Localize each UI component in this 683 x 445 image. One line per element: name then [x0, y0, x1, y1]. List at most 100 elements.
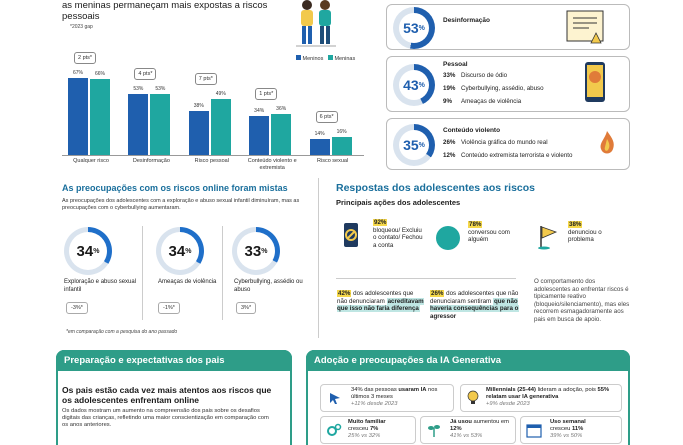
ai-stat-text: Millennials (25-44) lideram a adoção, po… [486, 387, 610, 407]
violent-title: Conteúdo violento [443, 127, 501, 134]
parents-body: Os dados mostram um aumento na compreens… [62, 408, 269, 428]
parents-lead: Os pais estão cada vez mais atentos aos … [62, 385, 272, 405]
concern-pct: 34 [168, 242, 186, 260]
ai-stat-text: Já usou aumentou em 12% 41% vs 53% [450, 419, 509, 439]
concern-ring: 34% [64, 227, 112, 275]
gap-badge: 1 pts* [255, 87, 278, 100]
section-divider [318, 178, 319, 338]
ai-stat-text: Muito familiar cresceu 7% 25% vs 32% [348, 419, 386, 439]
ai-stat-box [520, 416, 622, 444]
ai-stat-text: 34% das pessoas usaram IA nos últimos 3 … [351, 387, 438, 407]
concern-ring: 33% [232, 227, 280, 275]
legend-label-girls: Meninas [334, 56, 356, 62]
stat-no-consequence: 26% dos adolescentes que não denunciaram… [430, 290, 520, 320]
gap-badge: 6 pts* [315, 110, 338, 123]
disinfo-title: Desinformação [443, 17, 490, 24]
category-label: Desinformação [132, 158, 170, 164]
personal-row: 33% Discurso de ódio [443, 72, 508, 79]
category-label: Conteúdo violento e extremista [247, 158, 297, 171]
concern-label: Cyberbullying, assédio ou abuso [234, 279, 303, 293]
legend-swatch-girls [327, 55, 333, 60]
bars-note: *2023 gap [70, 24, 93, 30]
bar-boys [309, 138, 330, 155]
ai-stat-box [320, 384, 454, 412]
plant-icon [426, 422, 440, 437]
bar-girls [210, 98, 231, 155]
ai-header: Adoção e preocupações da IA Generativa [306, 350, 630, 371]
bar-value-label: 67% [72, 69, 83, 76]
concerns-footnote: *em comparação com a pesquisa do ano pas… [66, 329, 178, 335]
illustration-teens [296, 0, 336, 48]
category-label: Risco sexual [317, 158, 349, 164]
flag-icon [536, 224, 560, 255]
legend: Meninos Meninas [296, 55, 355, 62]
stat-no-difference: 42% dos adolescentes que não denunciaram… [337, 290, 424, 312]
bar-girls [150, 94, 171, 155]
action-text: 38% denunciou o problema [568, 221, 602, 243]
divider [142, 226, 143, 320]
bar-value-label: 53% [155, 86, 166, 93]
action-text: 78% conversou com alguém [468, 221, 510, 243]
legend-label-boys: Meninos [302, 56, 324, 62]
ai-stat-box [420, 416, 516, 444]
calendar-icon [526, 422, 542, 438]
responses-subtitle: Principais ações dos adolescentes [336, 198, 461, 207]
gap-badge: 7 pts* [194, 72, 217, 85]
violent-row: 12% Conteúdo extremista terrorista e viol… [443, 152, 573, 159]
responses-note: O comportamento dos adolescentes ao enfr… [534, 278, 630, 323]
fire-icon [595, 129, 619, 166]
bar-girls [90, 79, 110, 155]
concern-pct: 34 [76, 242, 94, 260]
bar-girls [271, 113, 292, 155]
concerns-title: As preocupações com os riscos online for… [62, 183, 288, 193]
bar-chart-axis [62, 155, 364, 156]
bar-value-label: 49% [215, 90, 226, 97]
personal-title: Pessoal [443, 61, 468, 68]
bar-girls [331, 136, 352, 155]
bar-value-label: 66% [94, 71, 105, 78]
bar-value-label: 14% [314, 130, 325, 137]
newspaper-icon [565, 9, 607, 50]
concern-change: 3%* [236, 302, 257, 314]
personal-row: 9% Ameaças de violência [443, 98, 522, 105]
bar-value-label: 38% [193, 103, 204, 110]
gap-badge: 2 pts* [74, 51, 97, 64]
bar-boys [68, 77, 88, 155]
concern-ring: 34% [156, 227, 204, 275]
bar-value-label: 34% [254, 107, 265, 114]
action-text: 92% bloqueou/ Excluiu o contato/ Fechou a… [373, 219, 423, 249]
concern-change: -1%* [158, 302, 180, 314]
category-label: Risco pessoal [194, 158, 229, 164]
concern-change: -3%* [66, 302, 88, 314]
bars-title: as meninas permaneçam mais expostas a ri… [62, 0, 268, 22]
gears-icon [326, 422, 342, 436]
bar-value-label: 53% [133, 86, 144, 93]
ai-stat-text: Uso semanal cresceu 11% 39% vs 50% [550, 419, 586, 439]
violent-row: 26% Violência gráfica do mundo real [443, 139, 548, 146]
personal-ring: 43% [393, 64, 435, 106]
bar-boys [188, 111, 209, 155]
gap-badge: 4 pts* [134, 68, 157, 81]
risk-card-violent: 35% Conteúdo violento 26% Violência gráfi… [386, 118, 630, 170]
violent-pct: 35 [403, 137, 419, 153]
risk-card-disinfo: 53% Desinformação [386, 4, 630, 50]
bar-chart: 67% 66% 2 pts* 53% 53% 4 pts* 38% 49% 7 pts* 34% 3… [62, 32, 364, 155]
bar-value-label: 36% [276, 105, 287, 112]
concerns-desc: As preocupações dos adolescentes com a e… [62, 198, 300, 211]
block-phone-icon [340, 222, 364, 253]
personal-pct: 43 [403, 77, 419, 93]
legend-swatch-boys [296, 55, 301, 60]
divider [222, 226, 223, 320]
responses-divider [336, 278, 516, 279]
disinfo-pct: 53 [403, 20, 419, 36]
risk-card-personal: 43% Pessoal 33% Discurso de ódio 19% Cyber… [386, 56, 630, 112]
cursor-click-icon [328, 391, 342, 405]
personal-row: 19% Cyberbullying, assédio, abuso [443, 85, 544, 92]
lightbulb-icon [466, 390, 480, 404]
responses-title: Respostas dos adolescentes aos riscos [336, 182, 536, 194]
concern-label: Ameaças de violência [158, 279, 217, 285]
bar-boys [249, 115, 270, 155]
disinfo-ring: 53% [393, 7, 435, 49]
bar-value-label: 16% [336, 128, 347, 135]
violent-ring: 35% [393, 124, 435, 166]
